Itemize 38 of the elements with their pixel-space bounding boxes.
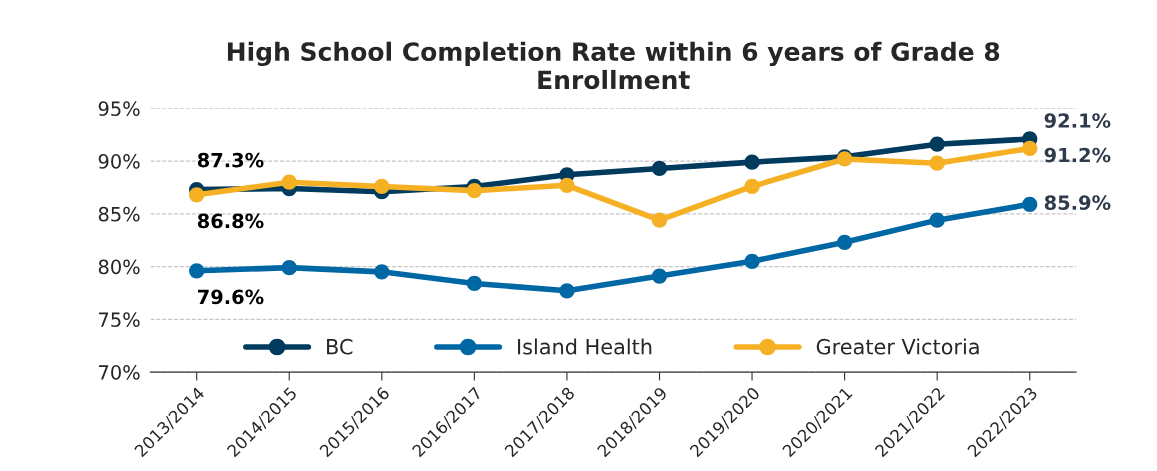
- point: [651, 160, 668, 177]
- annotation: 91.2%: [1044, 147, 1111, 163]
- point: [1022, 140, 1038, 157]
- point: [836, 234, 853, 250]
- annotation: 86.8%: [197, 213, 264, 229]
- point: [651, 212, 668, 228]
- point: [281, 260, 297, 276]
- annotation: 87.3%: [197, 152, 264, 168]
- point: [744, 178, 760, 195]
- point: [374, 178, 390, 195]
- legend-label: Island Health: [518, 338, 652, 355]
- point: [744, 154, 760, 170]
- point: [281, 174, 297, 190]
- y-tick-label: 90%: [98, 154, 140, 169]
- y-tick-label: 85%: [98, 206, 140, 222]
- point: [559, 177, 575, 193]
- point: [466, 275, 483, 292]
- y-tick-label: 95%: [98, 101, 140, 116]
- point: [929, 136, 945, 152]
- point: [929, 212, 945, 228]
- point: [189, 187, 205, 203]
- point: [651, 268, 668, 284]
- point: [1022, 196, 1038, 212]
- y-tick-label: 70%: [99, 365, 140, 380]
- point: [929, 155, 945, 171]
- y-tick-label: 75%: [99, 312, 140, 327]
- point: [374, 264, 390, 280]
- point: [189, 263, 205, 279]
- chart-title: High School Completion Rate within 6 years of Grade 8 Enrollment: [227, 41, 1000, 90]
- point: [744, 253, 760, 269]
- annotation: 85.9%: [1044, 195, 1111, 210]
- point: [466, 182, 483, 199]
- y-tick-label: 80%: [98, 259, 140, 275]
- legend-label: BC: [327, 338, 353, 355]
- legend-label: Greater Victoria: [816, 338, 979, 355]
- annotation: 92.1%: [1044, 113, 1111, 128]
- point: [559, 283, 575, 299]
- annotation: 79.6%: [197, 289, 264, 305]
